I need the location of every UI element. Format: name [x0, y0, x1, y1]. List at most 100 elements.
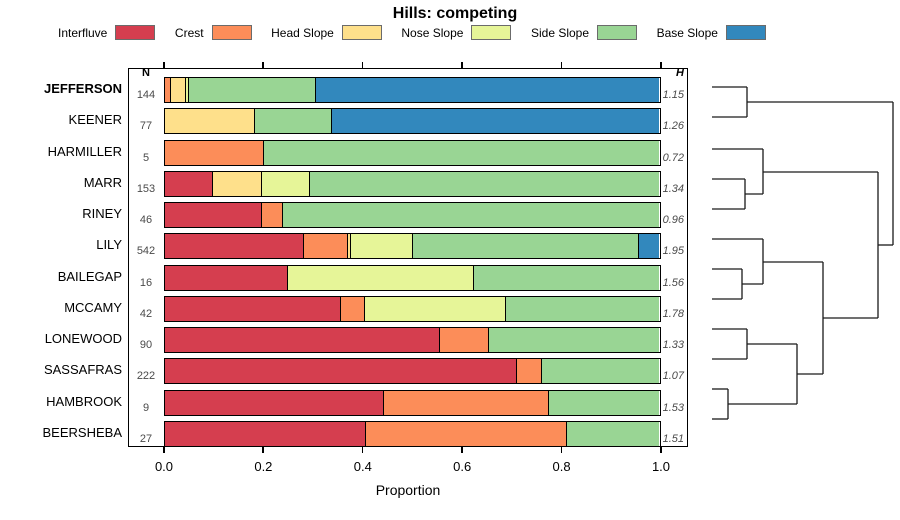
axis-tick: [262, 447, 264, 453]
bar-segment: [384, 390, 550, 415]
n-value: 153: [136, 182, 156, 195]
legend-swatch: [211, 25, 252, 40]
bar-row: [164, 139, 661, 166]
bar-segment: [516, 359, 543, 384]
bar-segment: [304, 234, 349, 259]
bar-segment: [488, 328, 659, 353]
bar-segment: [254, 109, 332, 134]
bar-row: [164, 420, 661, 447]
row-label: BAILEGAP: [57, 268, 122, 284]
bar-segment: [165, 203, 262, 228]
bar-segment: [473, 265, 659, 290]
bar-row: [164, 170, 661, 197]
bar-row: [164, 264, 661, 291]
bar-segment: [165, 359, 517, 384]
bar-segment: [288, 265, 474, 290]
bar-segment: [261, 203, 283, 228]
bar-segment: [165, 390, 385, 415]
bar-segment: [341, 296, 365, 321]
h-column-header: H: [676, 67, 684, 79]
axis-tick: [262, 62, 264, 68]
n-value: 222: [136, 370, 156, 383]
bar-segment: [283, 203, 659, 228]
axis-tick: [163, 62, 165, 68]
bar-segment: [185, 78, 189, 102]
n-value: 77: [139, 120, 153, 133]
n-value: 9: [142, 401, 150, 414]
bar-segment: [412, 234, 639, 259]
n-value: 42: [139, 307, 153, 320]
bar-segment: [315, 78, 659, 102]
bar-segment: [165, 421, 366, 446]
axis-tick: [660, 62, 662, 68]
axis-tick: [163, 447, 165, 453]
n-value: 27: [139, 432, 153, 445]
bar-row: [164, 295, 661, 322]
n-value: 542: [136, 245, 156, 258]
legend-item: Interfluve: [58, 25, 156, 40]
h-value: 0.96: [662, 214, 684, 227]
bar-segment: [549, 390, 659, 415]
bar-segment: [364, 296, 507, 321]
bar-row: [164, 108, 661, 135]
bar-segment: [310, 171, 659, 196]
legend-item: Side Slope: [531, 25, 638, 40]
bar-segment: [542, 359, 659, 384]
bar-segment: [171, 78, 186, 102]
n-value: 5: [142, 151, 150, 164]
axis-tick-label: 0.4: [353, 459, 372, 474]
legend-item: Head Slope: [271, 25, 382, 40]
row-label: LILY: [96, 237, 122, 253]
h-value: 0.72: [662, 151, 684, 164]
h-value: 1.51: [662, 432, 684, 445]
row-label: MARR: [83, 174, 122, 190]
legend-swatch: [597, 25, 638, 40]
bar-segment: [261, 171, 311, 196]
legend-swatch: [341, 25, 382, 40]
legend-swatch: [725, 25, 766, 40]
bar-segment: [331, 109, 659, 134]
h-value: 1.95: [662, 245, 684, 258]
n-column-header: N: [142, 67, 150, 79]
axis-tick: [560, 62, 563, 68]
axis-tick: [660, 447, 662, 453]
legend-swatch: [115, 25, 156, 40]
axis-tick: [461, 62, 463, 68]
axis-tick: [361, 447, 364, 453]
bar-segment: [188, 78, 316, 102]
h-value: 1.07: [662, 370, 684, 383]
x-axis-label: Proportion: [375, 482, 441, 498]
axis-tick-label: 0.8: [552, 459, 571, 474]
legend: Interfluve Crest Head Slope Nose Slope Side …: [58, 25, 766, 40]
legend-item: Crest: [175, 25, 252, 40]
axis-tick-label: 0.0: [154, 459, 174, 474]
bar-row: [164, 358, 661, 385]
row-label: KEENER: [68, 112, 122, 128]
bar-segment: [165, 265, 289, 290]
row-label: SASSAFRAS: [43, 362, 122, 378]
axis-tick-label: 1.0: [651, 459, 671, 474]
legend-label: Crest: [174, 25, 204, 40]
n-value: 144: [136, 89, 156, 101]
row-label: BEERSHEBA: [42, 424, 122, 440]
row-label: RINEY: [82, 206, 122, 222]
axis-tick: [560, 447, 563, 453]
axis-tick-label: 0.6: [453, 459, 472, 474]
bar-segment: [165, 234, 305, 259]
legend-item: Nose Slope: [401, 25, 512, 40]
legend-label: Base Slope: [656, 25, 718, 40]
bar-segment: [348, 234, 352, 259]
axis-tick: [461, 447, 463, 453]
bar-row: [164, 327, 661, 354]
bar-segment: [213, 171, 262, 196]
bar-segment: [439, 328, 489, 353]
bar-segment: [165, 328, 440, 353]
h-value: 1.34: [662, 182, 684, 195]
legend-label: Head Slope: [271, 25, 334, 40]
n-value: 46: [139, 214, 153, 227]
h-value: 1.56: [662, 276, 684, 289]
h-value: 1.53: [662, 401, 684, 414]
bar-row: [164, 389, 661, 416]
